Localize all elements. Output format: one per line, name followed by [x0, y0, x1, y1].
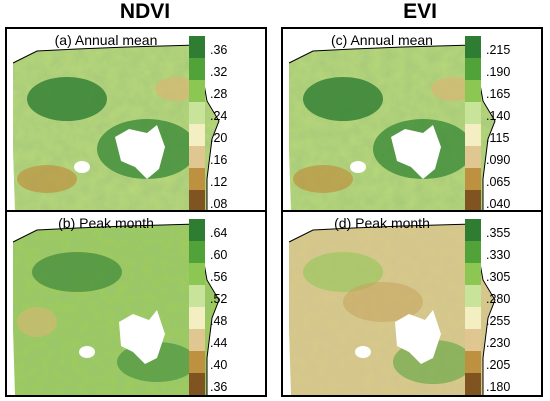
legend-swatch — [465, 285, 481, 307]
legend-swatch — [465, 58, 481, 80]
legend-tick: .32 — [210, 65, 228, 79]
legend-swatch — [189, 146, 205, 168]
legend-tick: .64 — [210, 226, 228, 240]
legend-swatch — [189, 285, 205, 307]
legend-swatch — [189, 58, 205, 80]
legend-tick: .190 — [486, 65, 511, 79]
legend-swatch — [189, 351, 205, 373]
panel-a-ndvi-annual-mean: (a) Annual mean .36 .32 .28 .24 .20 .16 … — [5, 27, 267, 214]
vegetation-map-a — [12, 44, 220, 212]
legend-tick: .36 — [210, 43, 228, 57]
legend-tick: .140 — [486, 109, 511, 123]
legend-tick: .065 — [486, 175, 511, 189]
vegetation-map-c — [288, 44, 496, 212]
legend-tick: .16 — [210, 153, 228, 167]
legend-tick: .40 — [210, 358, 228, 372]
legend-swatch — [189, 190, 205, 212]
legend-tick: .115 — [486, 131, 510, 145]
legend-swatch — [465, 329, 481, 351]
legend-swatch — [465, 80, 481, 102]
legend-tick: .180 — [486, 380, 511, 394]
legend-swatch — [189, 329, 205, 351]
legend-swatch — [465, 307, 481, 329]
legend-swatch — [465, 190, 481, 212]
legend-tick: .040 — [486, 197, 511, 211]
panel-c-evi-annual-mean: (c) Annual mean .215 .190 .165 .140 .115… — [281, 27, 543, 214]
legend-swatch — [189, 241, 205, 263]
legend-swatch — [189, 263, 205, 285]
legend-swatch — [465, 168, 481, 190]
legend-swatch — [465, 102, 481, 124]
legend-swatch — [465, 263, 481, 285]
legend-tick: .230 — [486, 336, 511, 350]
legend-tick: .48 — [210, 314, 228, 328]
legend-swatch — [189, 168, 205, 190]
vegetation-map-b — [12, 223, 220, 395]
legend-swatch — [189, 124, 205, 146]
legend-tick: .20 — [210, 131, 228, 145]
legend-tick: .305 — [486, 270, 511, 284]
legend-swatch — [465, 241, 481, 263]
legend-tick: .355 — [486, 226, 511, 240]
legend-swatch — [189, 373, 205, 395]
legend-swatch — [465, 146, 481, 168]
legend-swatch — [189, 102, 205, 124]
legend-swatch — [465, 124, 481, 146]
legend-tick: .56 — [210, 270, 228, 284]
legend-tick: .165 — [486, 87, 511, 101]
legend-tick: .36 — [210, 380, 228, 394]
legend-tick: .52 — [210, 292, 228, 306]
panel-d-label: (d) Peak month — [334, 215, 430, 231]
legend-tick: .330 — [486, 248, 511, 262]
legend-swatch — [189, 307, 205, 329]
panel-d-evi-peak-month: (d) Peak month .355 .330 .305 .280 .255 … — [281, 210, 543, 397]
legend-swatch — [189, 219, 205, 241]
legend-tick: .28 — [210, 87, 228, 101]
legend-swatch — [465, 373, 481, 395]
legend-tick: .08 — [210, 197, 228, 211]
legend-tick: .60 — [210, 248, 228, 262]
legend-swatch — [465, 219, 481, 241]
panel-b-ndvi-peak-month: (b) Peak month .64 .60 .56 .52 .48 .44 .… — [5, 210, 267, 397]
legend-tick: .24 — [210, 109, 228, 123]
legend-tick: .280 — [486, 292, 511, 306]
panel-b-label: (b) Peak month — [58, 215, 154, 231]
ndvi-column-title: NDVI — [119, 0, 171, 23]
legend-tick: .215 — [486, 43, 511, 57]
panel-c-label: (c) Annual mean — [331, 32, 433, 48]
legend-tick: .205 — [486, 358, 511, 372]
evi-column-title: EVI — [403, 0, 437, 23]
legend-swatch — [465, 351, 481, 373]
legend-tick: .090 — [486, 153, 511, 167]
legend-swatch — [465, 36, 481, 58]
vegetation-map-d — [288, 223, 496, 395]
legend-swatch — [189, 80, 205, 102]
legend-tick: .44 — [210, 336, 228, 350]
panel-a-label: (a) Annual mean — [54, 32, 158, 48]
legend-tick: .255 — [486, 314, 511, 328]
legend-swatch — [189, 36, 205, 58]
legend-tick: .12 — [210, 175, 228, 189]
